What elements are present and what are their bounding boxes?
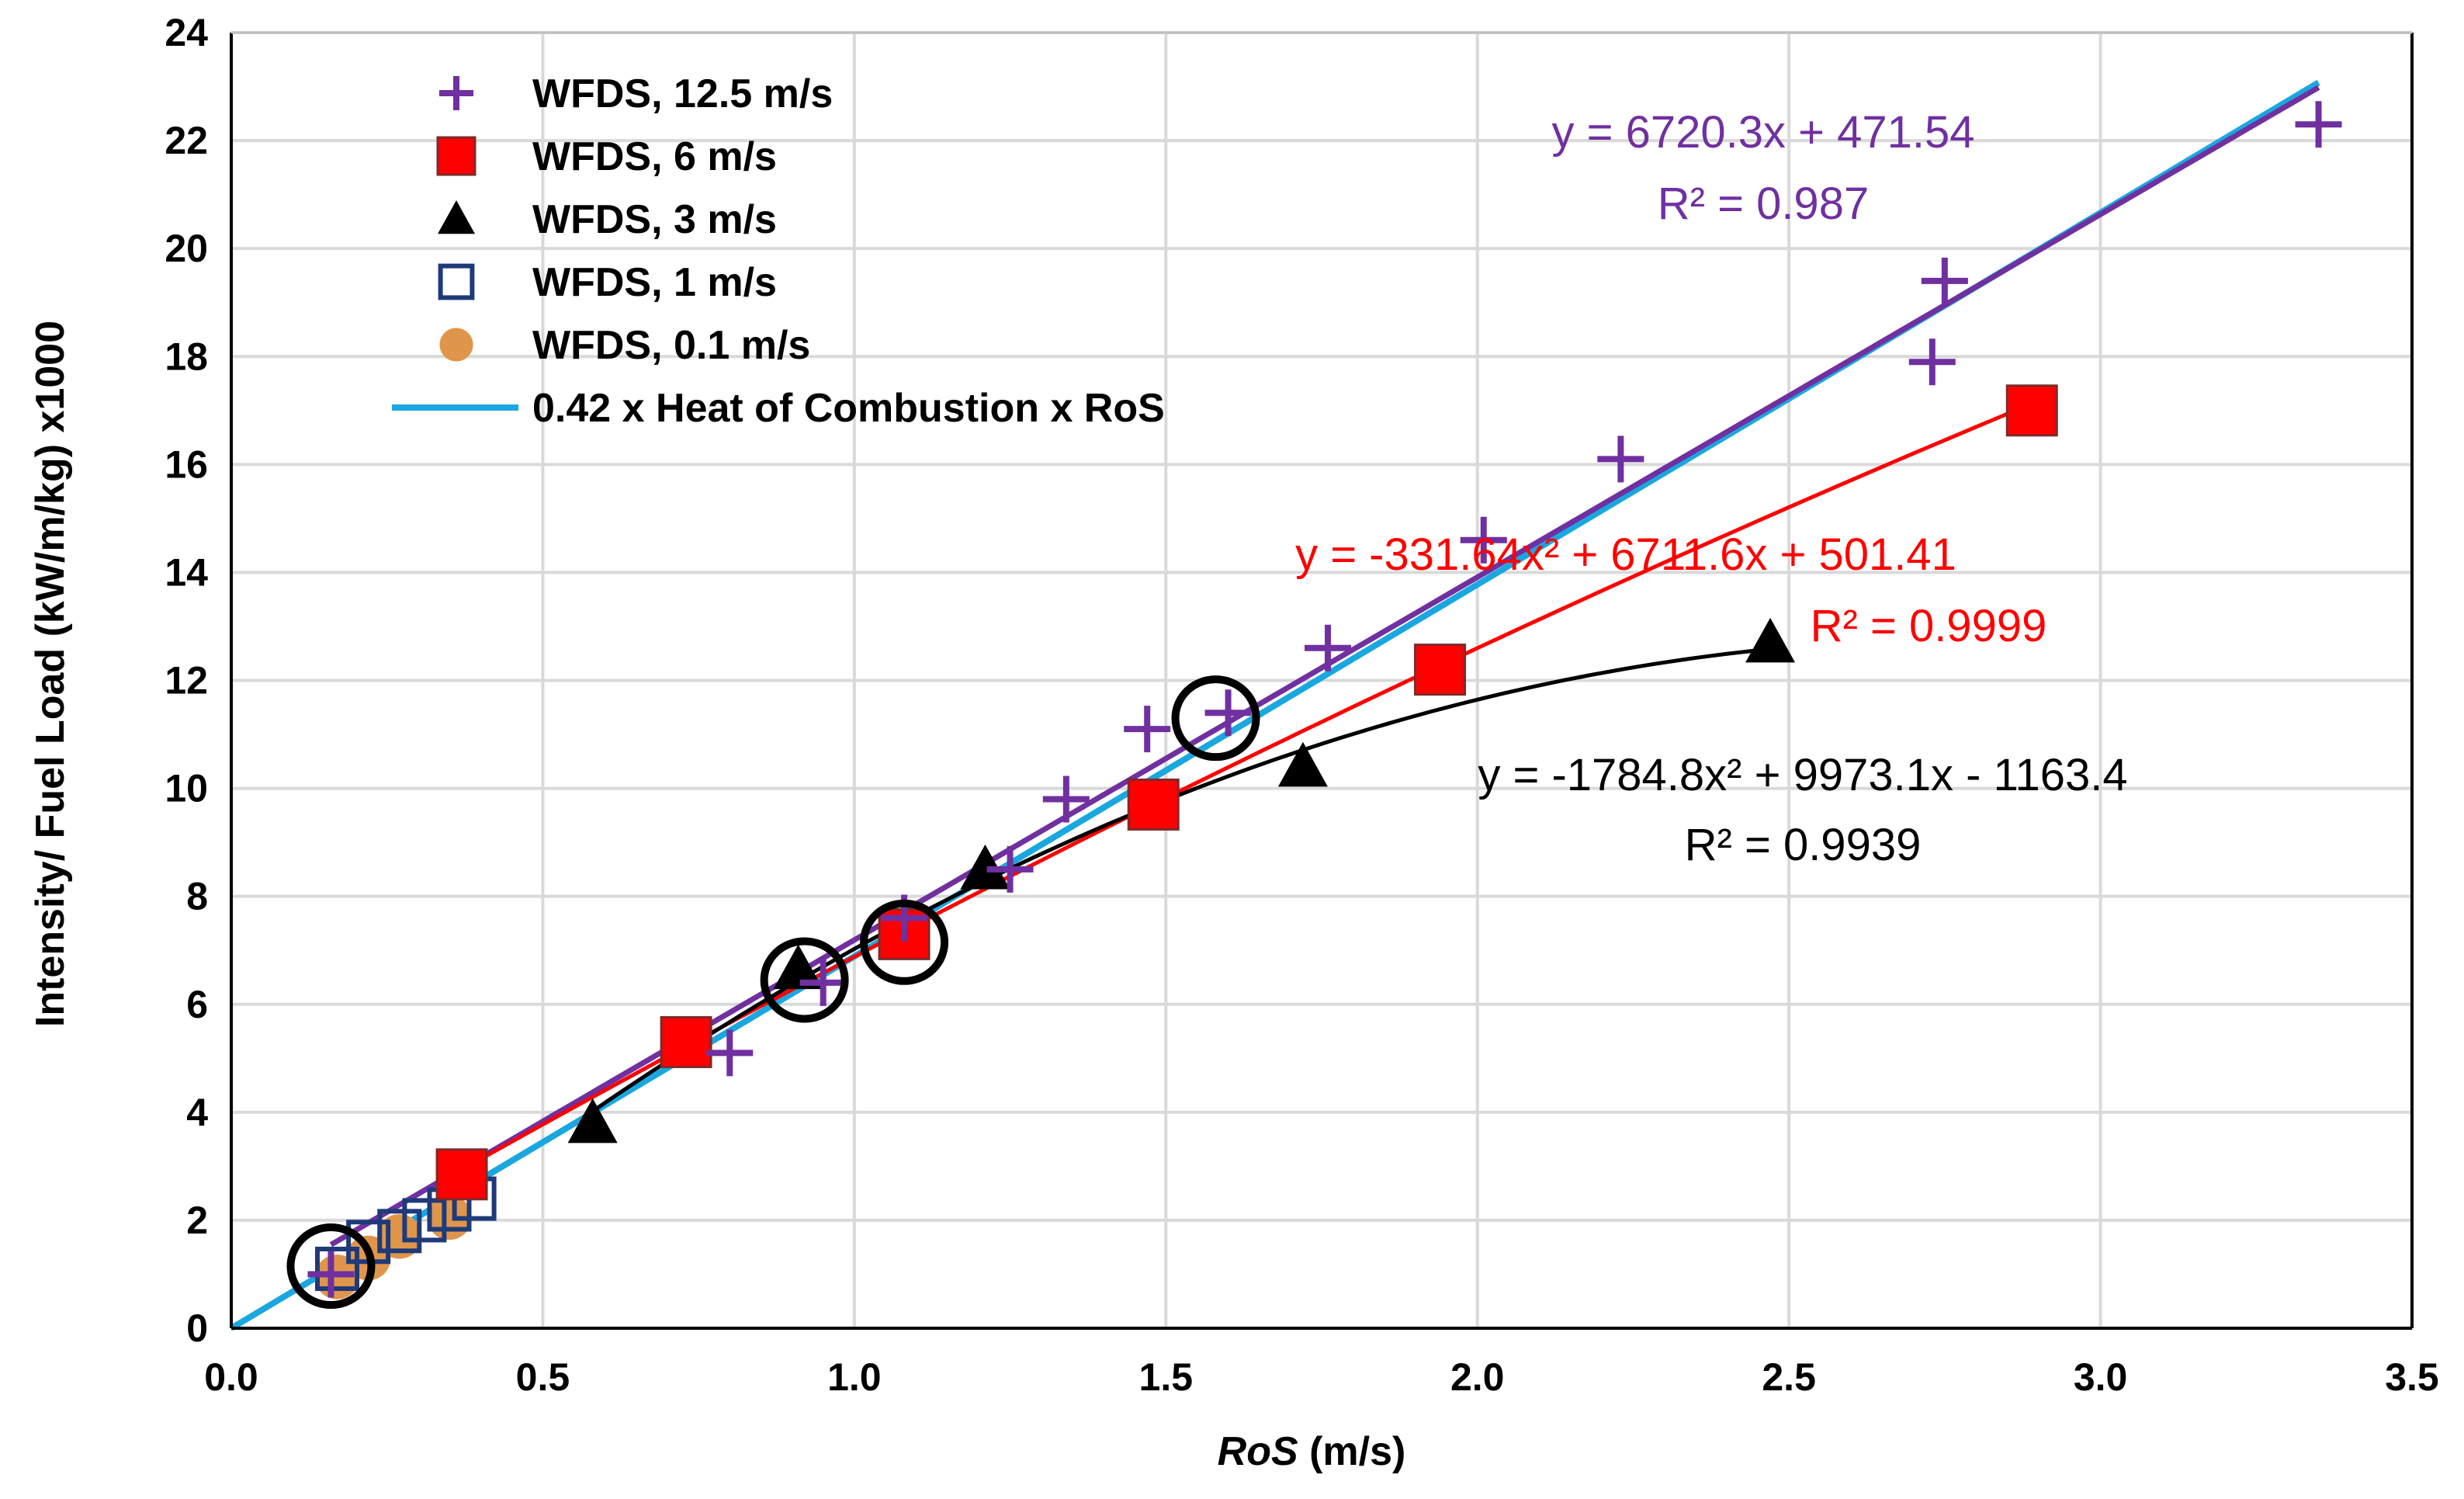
y-tick-label: 12 [165,659,208,703]
trendline-r-squared: R² = 0.9939 [1685,820,1922,870]
y-tick-label: 2 [186,1199,208,1242]
data-point [986,845,1034,893]
data-point [1124,706,1171,753]
highlight-circles [286,675,1260,1310]
data-point [706,1029,754,1077]
legend-label: WFDS, 1 m/s [532,260,777,305]
x-tick-label: 0.5 [516,1355,570,1399]
data-point [1042,776,1090,823]
x-tick-label: 2.5 [1762,1355,1816,1399]
data-point [1597,435,1644,483]
axes [230,31,2414,1330]
trendline-equation: y = 6720.3x + 471.54 [1552,107,1975,158]
data-point [773,944,823,990]
data-point [307,1251,355,1298]
x-tick-label: 0.0 [204,1355,258,1399]
y-tick-label: 20 [165,227,208,270]
data-point [1745,617,1796,663]
legend-label: WFDS, 6 m/s [532,134,777,179]
x-axis-title: RoS (m/s) [1218,1429,1406,1474]
data-point [1305,624,1352,671]
y-tick-label: 8 [186,875,208,918]
data-point [2005,384,2058,437]
data-point [2295,101,2342,148]
x-tick-label: 3.0 [2074,1355,2128,1399]
highlight-circle [1171,675,1260,762]
legend: WFDS, 12.5 m/s WFDS, 6 m/s WFDS, 3 m/s WFDS… [392,71,1165,431]
trendline-equations: y = 6720.3x + 471.54 R² = 0.987 y = -331.6… [1295,107,2128,870]
data-point [660,1015,712,1068]
y-tick-label: 18 [165,335,208,378]
x-tick-label: 2.0 [1450,1355,1505,1399]
trendline-r-squared: R² = 0.9999 [1811,601,2047,651]
trendline-r-squared: R² = 0.987 [1658,179,1869,229]
data-point [1277,741,1328,787]
y-tick-label: 22 [165,119,208,162]
legend-marker [438,200,475,234]
y-tick-label: 24 [165,11,208,54]
trendline-equation: y = -1784.8x² + 9973.1x - 1163.4 [1478,750,2127,800]
legend-marker [439,76,473,110]
data-point [1921,257,1968,304]
y-tick-label: 6 [186,983,208,1026]
data-point [314,1247,359,1292]
legend-marker [438,263,475,300]
legend-label: WFDS, 12.5 m/s [532,71,833,116]
data-markers [307,101,2342,1299]
data-point [1414,644,1467,696]
legend-label: WFDS, 0.1 m/s [532,323,810,368]
legend-marker [439,328,473,362]
y-tick-label: 4 [186,1091,208,1134]
highlight-circle [860,899,949,985]
data-point [1460,516,1507,564]
data-point [1204,689,1252,737]
legend-label: WFDS, 3 m/s [532,197,777,242]
data-point [377,1209,422,1254]
data-point [402,1198,447,1243]
y-tick-label: 16 [165,442,208,486]
trendline-equation: y = -331.64x² + 6711.6x + 501.41 [1295,529,1956,580]
x-tick-label: 1.0 [827,1355,882,1399]
x-tick-label: 1.5 [1139,1355,1194,1399]
data-point [799,959,847,1006]
y-tick-label: 10 [165,767,208,810]
legend-marker [436,136,477,176]
highlight-circle [286,1223,376,1310]
y-tick-label: 14 [165,550,208,594]
legend-label: 0.42 x Heat of Combustion x RoS [532,386,1165,431]
x-tick-label: 3.5 [2385,1355,2439,1399]
highlight-circle [760,937,849,1023]
data-point [960,844,1010,890]
data-point [435,1148,488,1201]
data-point [567,1098,618,1143]
data-point [1908,338,1956,386]
data-point [1127,778,1180,831]
y-tick-label: 0 [186,1306,208,1350]
y-axis-title: Intensity/ Fuel Load (kW/m/kg) x1000 [28,321,73,1027]
x-tick-labels: 0.0 0.5 1.0 1.5 2.0 2.5 3.0 3.5 [204,1355,2439,1399]
